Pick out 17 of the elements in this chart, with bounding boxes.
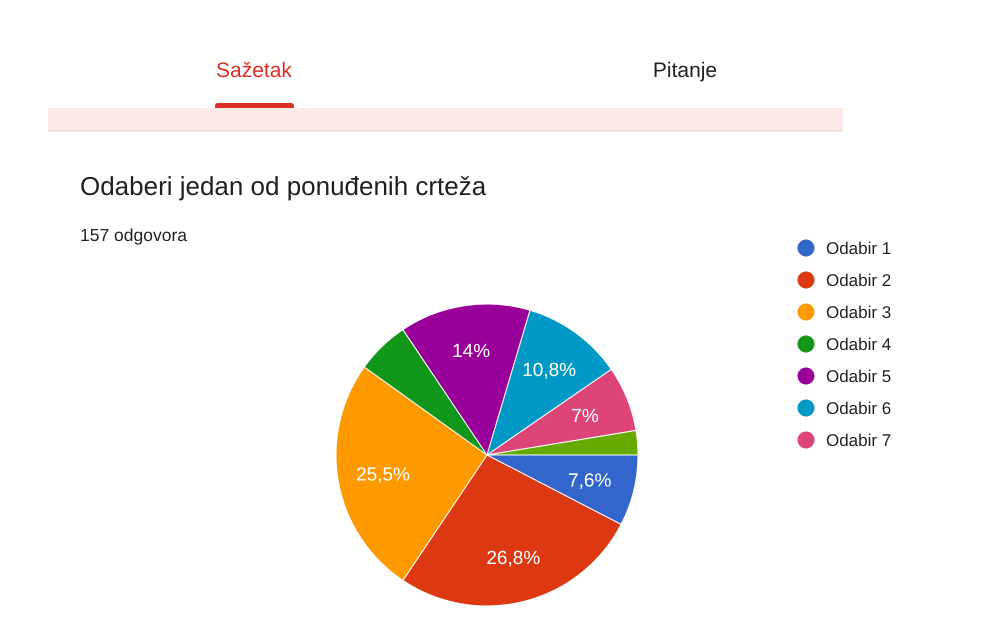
legend-label: Odabir 6 bbox=[826, 398, 892, 418]
data-label: 14% bbox=[452, 341, 490, 362]
legend-label: Odabir 3 bbox=[826, 302, 892, 322]
chart-title: Odaberi jedan od ponuđenih crteža bbox=[80, 171, 487, 201]
legend-label: Odabir 2 bbox=[826, 270, 892, 290]
legend-label: Odabir 4 bbox=[826, 334, 892, 354]
text: 157 odgovora bbox=[80, 225, 188, 245]
legend-label: Odabir 1 bbox=[826, 238, 892, 258]
legend-label: Odabir 5 bbox=[826, 366, 892, 386]
data-label: 25,5% bbox=[356, 464, 410, 486]
text: Pitanje bbox=[652, 59, 718, 82]
data-label: 7,6% bbox=[568, 470, 612, 492]
data-label: 7% bbox=[571, 406, 599, 428]
legend-label: Odabir 7 bbox=[826, 430, 892, 450]
data-label: 10,8% bbox=[522, 360, 576, 382]
text: Sažetak bbox=[216, 59, 292, 82]
data-label: 26,8% bbox=[486, 548, 540, 570]
